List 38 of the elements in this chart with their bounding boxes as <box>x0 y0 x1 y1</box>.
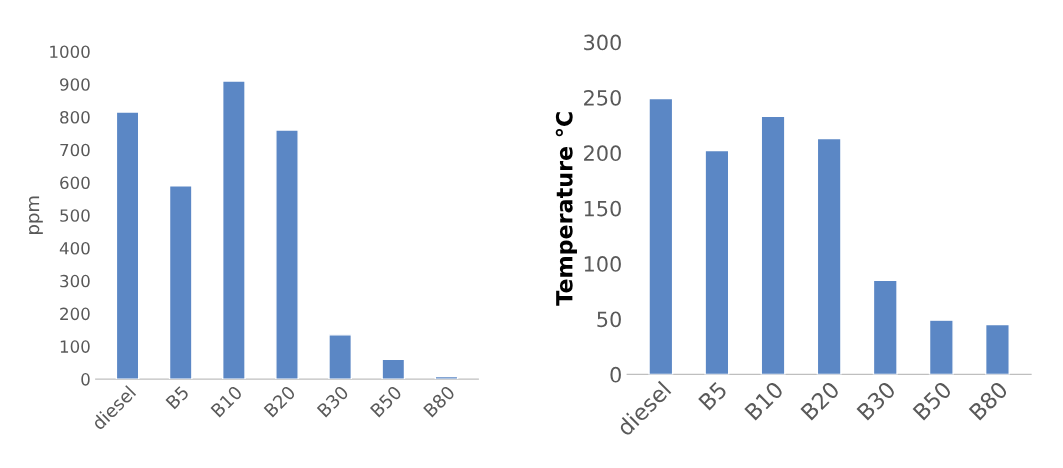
y-tick-label: 1000 <box>50 45 90 59</box>
y-tick-label: 900 <box>60 78 90 91</box>
y-tick-label: 100 <box>584 256 621 272</box>
y-tick-label: 200 <box>584 145 621 162</box>
bar <box>275 129 299 380</box>
bar <box>648 97 674 375</box>
bar <box>115 111 140 380</box>
y-tick-label: 500 <box>60 209 90 222</box>
y-tick-label: 300 <box>584 34 621 51</box>
bar <box>928 319 954 375</box>
y-axis-title: Temperature °C <box>555 112 577 306</box>
bar <box>872 279 898 375</box>
bar <box>328 334 353 380</box>
y-tick-label: 0 <box>610 366 621 383</box>
y-tick-label: 200 <box>60 307 90 321</box>
y-tick-label: 100 <box>60 340 90 353</box>
y-tick-label: 300 <box>60 274 90 288</box>
bar <box>984 323 1010 375</box>
y-tick-label: 50 <box>597 311 621 328</box>
y-tick-label: 700 <box>60 143 90 157</box>
bar <box>168 185 193 380</box>
bar <box>381 358 406 380</box>
bar <box>704 149 730 375</box>
y-tick-label: 0 <box>81 373 90 386</box>
y-tick-label: 400 <box>59 242 90 255</box>
bar <box>222 80 246 380</box>
y-tick-label: 800 <box>60 110 90 124</box>
x-tick-label: B5 <box>698 381 728 411</box>
bar <box>760 115 786 375</box>
x-tick-label: B50 <box>912 380 953 421</box>
bar <box>434 375 459 380</box>
bar <box>816 137 842 375</box>
x-tick-label: B20 <box>263 385 297 418</box>
x-tick-label: B5 <box>165 385 190 410</box>
y-tick-label: 150 <box>584 200 621 217</box>
y-tick-label: 250 <box>584 89 621 106</box>
y-tick-label: 600 <box>60 176 90 190</box>
y-axis-title: ppm <box>28 196 43 234</box>
